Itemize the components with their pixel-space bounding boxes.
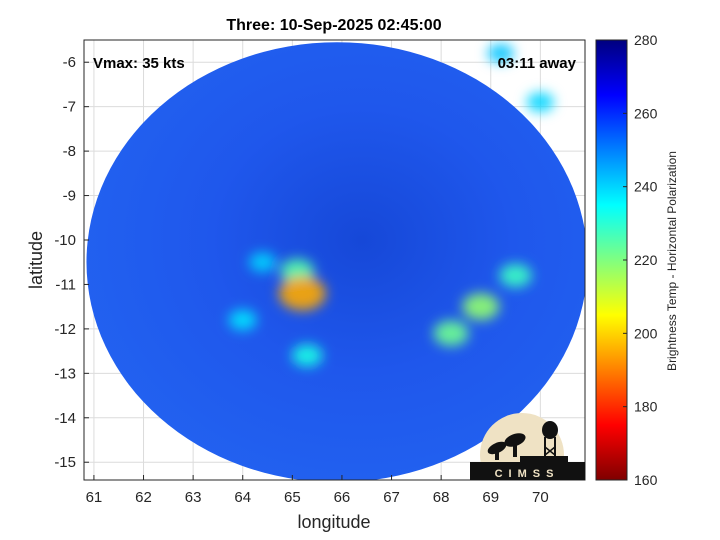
y-tick-label: -6	[63, 54, 76, 71]
y-axis-label: latitude	[26, 231, 46, 289]
vmax-annotation: Vmax: 35 kts	[93, 55, 185, 72]
logo-text: CIMSS	[495, 468, 560, 480]
data-feature	[278, 276, 326, 311]
y-tick-label: -15	[54, 454, 76, 471]
colorbar-tick-label: 280	[634, 32, 658, 48]
satellite-swath	[86, 42, 585, 480]
x-tick-label: 68	[433, 489, 450, 506]
y-tick-label: -12	[54, 321, 76, 338]
y-tick-label: -13	[54, 365, 76, 382]
x-tick-label: 65	[284, 489, 301, 506]
time-away-annotation: 03:11 away	[498, 55, 577, 72]
data-feature	[499, 263, 532, 288]
colorbar-tick-label: 180	[634, 399, 658, 415]
x-axis-label: longitude	[297, 512, 370, 532]
colorbar-tick-label: 240	[634, 179, 658, 195]
colorbar-ticks: 280 260 240 220 200 180 160	[623, 32, 658, 488]
x-tick-label: 62	[135, 489, 152, 506]
data-feature	[487, 43, 514, 63]
x-tick-label: 63	[185, 489, 202, 506]
y-tick-label: -7	[63, 99, 76, 116]
x-tick-label: 64	[234, 489, 251, 506]
data-feature	[433, 320, 469, 347]
y-tick-label: -8	[63, 143, 76, 160]
data-layer	[86, 42, 585, 480]
feature-layer	[228, 43, 554, 367]
chart-title: Three: 10-Sep-2025 02:45:00	[226, 17, 441, 34]
data-feature	[248, 252, 277, 273]
data-feature	[462, 293, 500, 321]
colorbar-tick-label: 160	[634, 472, 658, 488]
x-tick-label: 67	[383, 489, 400, 506]
colorbar-tick-label: 220	[634, 252, 658, 268]
data-feature	[228, 309, 257, 331]
x-tick-label: 61	[86, 489, 103, 506]
y-tick-label: -14	[54, 410, 76, 427]
y-tick-label: -9	[63, 188, 76, 205]
x-tick-label: 70	[532, 489, 549, 506]
axes-frame	[83, 39, 586, 481]
y-tick-label: -10	[54, 232, 76, 249]
colorbar	[595, 39, 628, 481]
cimss-logo: CIMSS	[470, 413, 585, 480]
colorbar-tick-label: 260	[634, 105, 658, 121]
colorbar-tick-label: 200	[634, 325, 658, 341]
x-tick-label: 66	[334, 489, 351, 506]
axis-ticks: 61 62 63 64 65 66 67 68 69 70 -6 -7 -8 -9 -10 -11 -12 -13…	[54, 54, 548, 506]
data-feature	[526, 92, 554, 113]
colorbar-label: Brightness Temp - Horizontal Polarizatio…	[665, 151, 679, 371]
y-tick-label: -11	[55, 276, 76, 293]
data-feature	[291, 344, 323, 367]
x-tick-label: 69	[482, 489, 499, 506]
